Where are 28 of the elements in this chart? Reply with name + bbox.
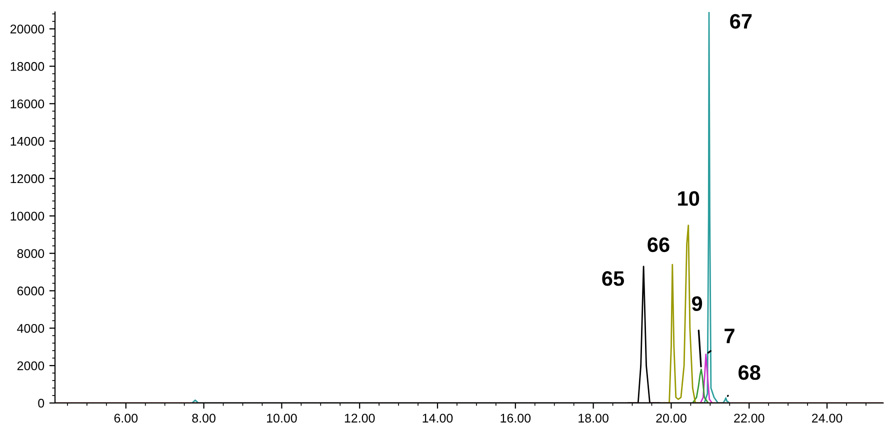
annotation: 10: [678, 191, 700, 206]
y-tick-label: 4000: [17, 324, 44, 333]
x-tick-label: 6.00: [114, 414, 138, 423]
y-tick-label: 8000: [17, 249, 44, 258]
y-tick-label: 14000: [10, 136, 44, 146]
x-tick-label: 14.00: [422, 414, 453, 423]
x-tick-label: 18.00: [578, 414, 608, 423]
x-tick-label: 10.00: [267, 414, 297, 423]
y-tick-label: 20000: [10, 24, 44, 34]
x-tick-label: 20.00: [656, 414, 686, 423]
x-tick-label: 24.00: [812, 414, 842, 423]
annotation: 66: [648, 237, 670, 252]
y-tick-label: 10000: [10, 212, 44, 221]
annotation: 9: [692, 296, 702, 312]
x-tick-label: 12.00: [344, 414, 375, 423]
annotation: 65: [602, 271, 624, 286]
y-tick-label: 18000: [10, 62, 44, 71]
y-tick-label: 0: [38, 398, 44, 408]
y-tick-label: 6000: [17, 286, 44, 296]
x-tick-label: 8.00: [192, 414, 216, 423]
y-tick-label: 12000: [10, 174, 44, 184]
y-tick-label: 2000: [17, 361, 44, 370]
annotation: 67: [730, 14, 752, 29]
annotation: 68: [738, 365, 760, 380]
x-tick-label: 16.00: [500, 414, 531, 423]
x-tick-label: 22.00: [734, 414, 764, 423]
annotation: 7: [724, 328, 734, 344]
y-tick-label: 16000: [10, 99, 44, 108]
